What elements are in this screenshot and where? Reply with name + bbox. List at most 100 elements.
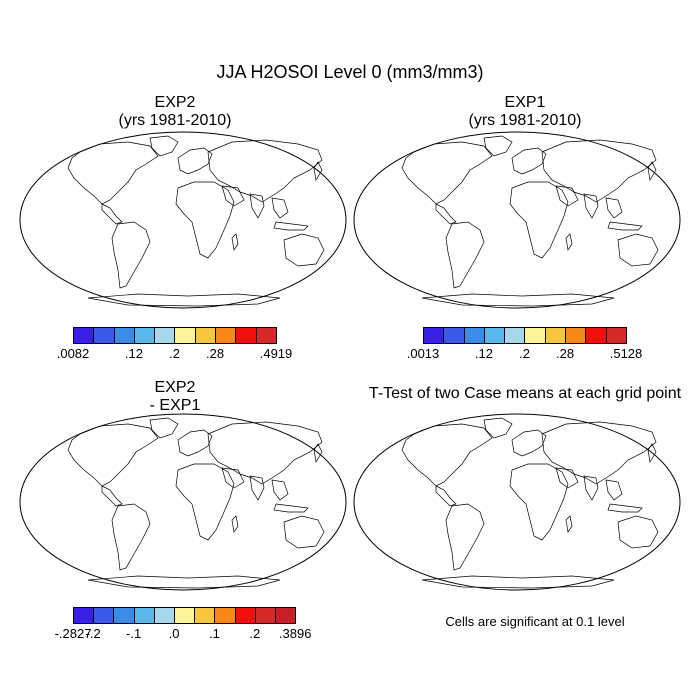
exp2-colorbar-tick-label: .4919 — [259, 346, 293, 361]
exp2-colorbar-swatches — [73, 327, 277, 344]
ttest-coastline-europe — [511, 429, 547, 457]
exp2-coastline-southAmerica — [111, 221, 151, 289]
exp1-colorbar-tick-label: .12 — [474, 346, 493, 361]
exp1-coastline-centralAmerica — [435, 203, 457, 225]
exp2-map — [18, 130, 348, 310]
exp2-coastline-arabia — [221, 185, 245, 207]
exp2-coastline-japan — [313, 161, 323, 181]
exp1-colorbar-swatch — [585, 327, 607, 344]
diff-coastline-seAsia — [271, 479, 289, 501]
diff-colorbar: -.2827 -.2 -.1 .0 .1 .2 .3896 — [55, 607, 311, 647]
exp2-colorbar: .0082 .12 .2 .28 .4919 — [57, 327, 292, 367]
exp1-panel-title: EXP1 (yrs 1981-2010) — [425, 94, 625, 130]
exp2-map-outline — [19, 131, 347, 309]
exp1-coastline-northAmerica — [401, 141, 493, 205]
ttest-coastline-antarctica — [421, 575, 615, 589]
diff-colorbar-tick-label: -.2827 — [54, 626, 92, 641]
exp2-colorbar-swatch — [154, 327, 176, 344]
exp1-coastline-indonesia — [607, 221, 643, 231]
exp2-coastline-northAmerica — [67, 141, 159, 205]
exp2-coastline-europe — [177, 147, 213, 175]
exp1-map-outline — [353, 131, 681, 309]
ttest-coastline-greenland — [483, 417, 513, 439]
exp2-title-line2: (yrs 1981-2010) — [118, 112, 232, 129]
exp2-colorbar-tick-label: .12 — [124, 346, 143, 361]
exp2-colorbar-swatch — [215, 327, 237, 344]
ttest-coastline-india — [583, 475, 599, 501]
ttest-coastline-arabia — [555, 467, 579, 489]
ttest-coastline-japan — [647, 443, 657, 463]
exp2-panel-title: EXP2 (yrs 1981-2010) — [75, 94, 275, 130]
exp2-colorbar-swatch — [73, 327, 95, 344]
diff-coastline-centralAmerica — [101, 485, 123, 507]
diff-colorbar-tick-label: -.1 — [126, 626, 142, 641]
diff-coastline-india — [249, 475, 265, 501]
exp1-colorbar-tick-label: .2 — [519, 346, 530, 361]
ttest-coastline-seAsia — [605, 479, 623, 501]
diff-colorbar-swatches — [73, 607, 297, 624]
exp2-map-svg — [19, 131, 347, 309]
exp1-coastline-europe — [511, 147, 547, 175]
diff-coastline-australia — [283, 515, 325, 549]
diff-colorbar-swatch — [234, 607, 256, 624]
exp1-colorbar: .0013 .12 .2 .28 .5128 — [407, 327, 642, 367]
diff-map — [18, 412, 348, 592]
diff-map-outline — [19, 413, 347, 591]
ttest-map — [352, 412, 682, 592]
diff-coastline-europe — [177, 429, 213, 457]
diff-colorbar-swatch — [93, 607, 115, 624]
exp2-coastline-greenland — [149, 135, 179, 157]
diff-coastline-japan — [313, 443, 323, 463]
exp2-coastline-madagascar — [231, 233, 239, 251]
exp1-colorbar-swatch — [544, 327, 567, 344]
diff-coastline-antarctica — [87, 575, 281, 589]
exp1-colorbar-tick-label: .0013 — [406, 346, 440, 361]
exp1-coastline-arabia — [555, 185, 579, 207]
exp2-title-line1: EXP2 — [154, 94, 196, 111]
exp2-coastline-australia — [283, 233, 325, 267]
ttest-title-line1: T-Test of two Case means at each grid po… — [368, 385, 682, 402]
exp2-colorbar-swatch — [174, 327, 196, 344]
ttest-panel-title: T-Test of two Case means at each grid po… — [350, 385, 700, 403]
exp2-coastline-seAsia — [271, 197, 289, 219]
exp2-colorbar-swatch — [194, 327, 217, 344]
diff-colorbar-swatch — [173, 607, 196, 624]
exp1-colorbar-swatch — [504, 327, 526, 344]
exp1-map — [352, 130, 682, 310]
diff-coastline-madagascar — [231, 515, 239, 533]
diff-colorbar-tick-label: .2 — [249, 626, 261, 641]
exp1-colorbar-swatch — [423, 327, 445, 344]
diff-colorbar-swatch — [194, 607, 216, 624]
exp2-colorbar-tick-label: .28 — [206, 346, 225, 361]
diff-title-line2: - EXP1 — [149, 397, 201, 414]
diff-colorbar-swatch — [214, 607, 236, 624]
exp1-coastline-southAmerica — [445, 221, 485, 289]
exp1-colorbar-swatch — [463, 327, 485, 344]
ttest-coastline-centralAmerica — [435, 485, 457, 507]
diff-colorbar-swatch — [133, 607, 155, 624]
exp2-coastline-india — [249, 193, 265, 219]
ttest-coastline-africa — [509, 463, 569, 541]
diff-coastline-greenland — [149, 417, 179, 439]
exp2-coastline-antarctica — [87, 293, 281, 307]
exp1-coastline-seAsia — [605, 197, 623, 219]
exp1-coastline-australia — [617, 233, 659, 267]
exp1-colorbar-tick-label: .28 — [556, 346, 575, 361]
ttest-coastline-asia — [541, 421, 657, 485]
diff-colorbar-swatch — [153, 607, 175, 624]
exp2-coastline-indonesia — [273, 221, 309, 231]
ttest-coastline-northAmerica — [401, 423, 493, 487]
exp1-colorbar-swatch — [565, 327, 587, 344]
exp2-colorbar-tick-label: .2 — [169, 346, 180, 361]
exp1-coastline-africa — [509, 181, 569, 259]
exp1-colorbar-swatches — [423, 327, 627, 344]
diff-title-line1: EXP2 — [154, 379, 196, 396]
exp2-colorbar-swatch — [93, 327, 115, 344]
ttest-coastline-indonesia — [607, 503, 643, 513]
ttest-coastline-australia — [617, 515, 659, 549]
main-title: JJA H2OSOI Level 0 (mm3/mm3) — [216, 62, 484, 82]
exp2-colorbar-swatch — [133, 327, 156, 344]
ttest-note: Cells are significant at 0.1 level — [445, 614, 625, 629]
exp2-coastline-africa — [175, 181, 235, 259]
exp2-coastline-asia — [207, 139, 323, 203]
